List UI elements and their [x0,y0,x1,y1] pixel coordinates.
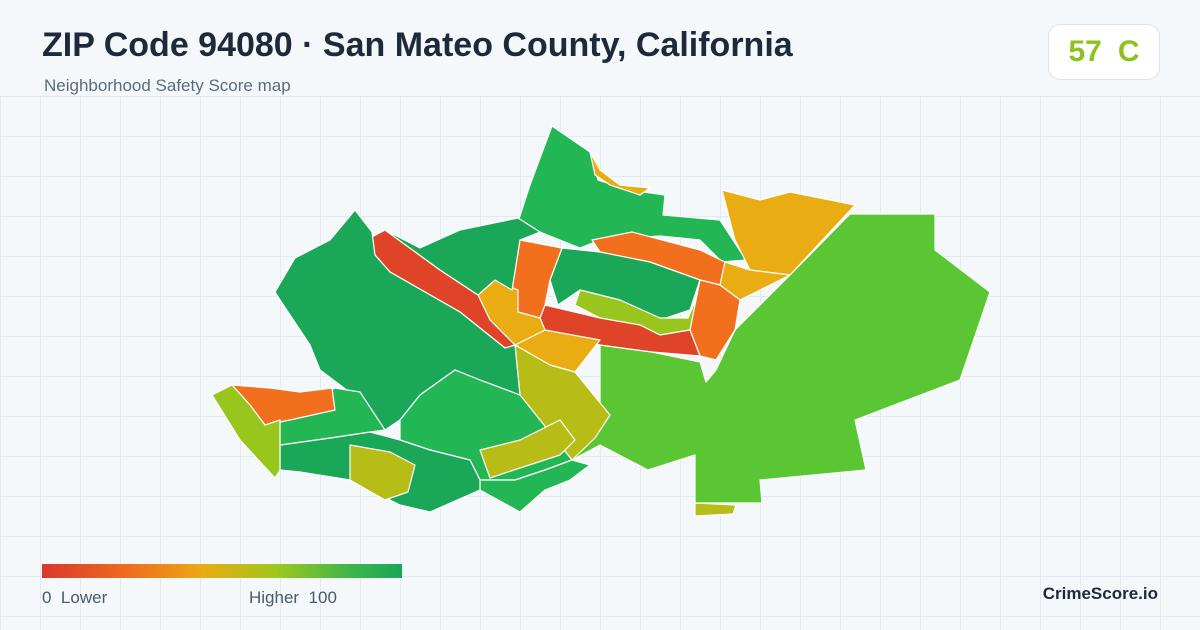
legend-high-value: 100 [308,588,337,607]
legend-low-label: 0 Lower [42,588,107,608]
neighborhood-region[interactable] [571,213,991,504]
neighborhood-region[interactable] [694,502,737,517]
neighborhood-region[interactable] [721,189,856,276]
page-header: ZIP Code 94080 · San Mateo County, Calif… [0,0,1200,97]
neighborhood-region[interactable] [589,151,651,196]
page-title: ZIP Code 94080 · San Mateo County, Calif… [42,26,793,64]
legend-low-text: Lower [60,588,108,607]
safety-score-badge: 57 C [1048,24,1160,80]
legend-color-scale [42,564,402,578]
neighborhood-region[interactable] [349,444,416,501]
score-grade: C [1117,35,1140,68]
neighborhood-region[interactable] [384,217,541,296]
neighborhood-region[interactable] [211,384,281,479]
neighborhood-region[interactable] [479,459,591,513]
score-value: 57 [1068,35,1102,68]
legend-high-label: Higher 100 [249,588,337,608]
legend-high-text: Higher [249,588,300,607]
neighborhood-region[interactable] [279,387,386,446]
legend-low-value: 0 [42,588,52,607]
brand-logo-text[interactable]: CrimeScore.io [1042,584,1158,603]
page-subtitle: Neighborhood Safety Score map [44,76,291,95]
neighborhood-region[interactable] [479,419,576,479]
